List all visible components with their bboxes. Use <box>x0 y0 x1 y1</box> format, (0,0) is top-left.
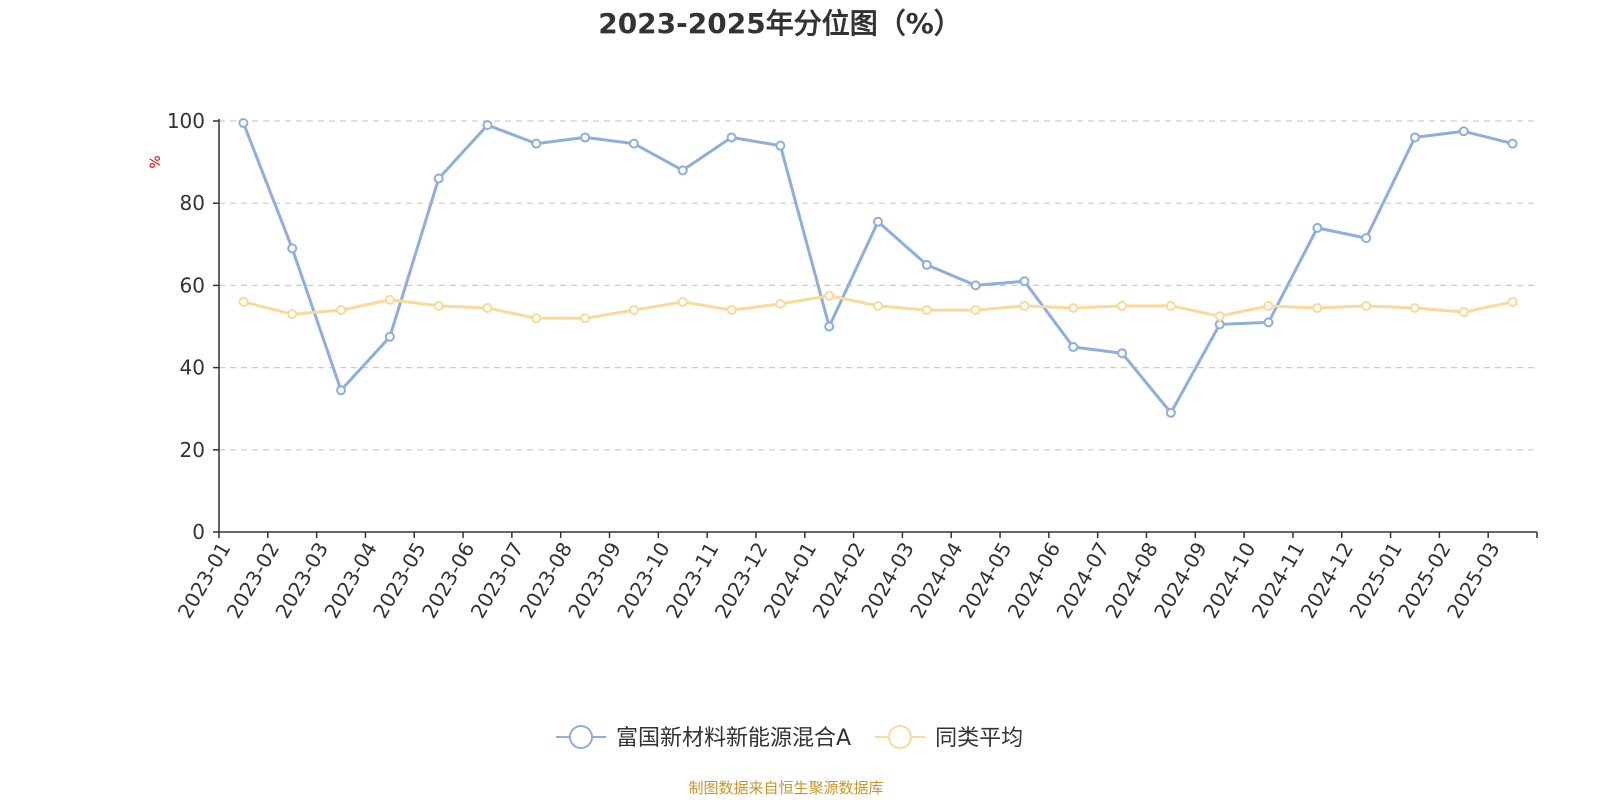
y-tick-label-60: 60 <box>180 273 205 297</box>
data-point-1-2025-01[interactable] <box>1409 132 1420 143</box>
legend-circle-icon <box>569 725 593 749</box>
data-point-2-2024-12[interactable] <box>1361 300 1372 311</box>
data-point-2-2023-10[interactable] <box>677 296 688 307</box>
data-point-2-2023-04[interactable] <box>384 294 395 305</box>
y-axis-label: % <box>148 155 164 168</box>
data-point-2-2023-09[interactable] <box>628 305 639 316</box>
y-tick-label-80: 80 <box>180 191 205 215</box>
data-point-1-2024-04[interactable] <box>970 280 981 291</box>
data-point-1-2023-07[interactable] <box>531 138 542 149</box>
data-point-2-2025-01[interactable] <box>1409 303 1420 314</box>
legend-label-2: 同类平均 <box>935 726 1023 751</box>
data-point-1-2023-02[interactable] <box>287 243 298 254</box>
data-point-1-2024-09[interactable] <box>1214 319 1225 330</box>
series-line-1 <box>242 122 1513 415</box>
data-point-2-2024-04[interactable] <box>970 305 981 316</box>
data-point-2-2023-12[interactable] <box>775 298 786 309</box>
data-point-2-2024-08[interactable] <box>1165 300 1176 311</box>
legend-item-1[interactable]: 富国新材料新能源混合A <box>556 725 851 751</box>
data-point-1-2023-01[interactable] <box>238 118 249 129</box>
data-point-2-2024-11[interactable] <box>1312 303 1323 314</box>
data-point-1-2024-05[interactable] <box>1019 276 1030 287</box>
series-2 <box>238 290 1518 324</box>
axes <box>213 119 1538 538</box>
data-point-2-2023-11[interactable] <box>726 305 737 316</box>
data-point-1-2024-10[interactable] <box>1263 317 1274 328</box>
source-note: 制图数据来自恒生聚源数据库 <box>688 779 883 797</box>
data-point-2-2024-01[interactable] <box>824 290 835 301</box>
y-tick-label-20: 20 <box>180 438 205 462</box>
data-point-2-2023-01[interactable] <box>238 296 249 307</box>
y-tick-label-0: 0 <box>192 520 205 544</box>
data-point-2-2023-05[interactable] <box>433 300 444 311</box>
data-point-1-2024-02[interactable] <box>873 216 883 227</box>
data-point-1-2023-06[interactable] <box>482 120 493 131</box>
data-point-1-2023-09[interactable] <box>628 138 639 149</box>
data-point-1-2023-03[interactable] <box>336 385 347 396</box>
data-point-1-2025-02[interactable] <box>1458 126 1469 137</box>
data-point-2-2024-02[interactable] <box>873 300 883 311</box>
data-point-1-2024-12[interactable] <box>1361 233 1372 244</box>
series-group <box>238 118 1518 418</box>
data-point-2-2024-03[interactable] <box>921 305 932 316</box>
data-point-1-2024-03[interactable] <box>921 259 932 270</box>
data-point-1-2024-01[interactable] <box>824 321 835 332</box>
data-point-1-2025-03[interactable] <box>1507 138 1518 149</box>
data-point-1-2023-04[interactable] <box>384 331 395 342</box>
data-point-1-2023-05[interactable] <box>433 173 444 184</box>
y-tick-labels: 0 20 40 60 80 100 <box>167 109 205 544</box>
data-point-2-2023-08[interactable] <box>580 313 591 324</box>
data-point-2-2025-03[interactable] <box>1507 296 1518 307</box>
x-tick-labels: 2023-012023-022023-032023-042023-052023-… <box>173 538 1505 622</box>
data-point-1-2024-11[interactable] <box>1312 222 1323 233</box>
data-point-2-2023-03[interactable] <box>336 305 347 316</box>
data-point-1-2023-08[interactable] <box>580 132 591 143</box>
data-point-2-2024-06[interactable] <box>1068 303 1079 314</box>
data-point-2-2024-07[interactable] <box>1117 300 1128 311</box>
data-point-1-2023-11[interactable] <box>726 132 737 143</box>
data-point-1-2024-07[interactable] <box>1117 348 1128 359</box>
legend-item-2[interactable]: 同类平均 <box>875 725 1023 751</box>
legend[interactable]: 富国新材料新能源混合A 同类平均 <box>556 725 1023 751</box>
data-point-2-2024-09[interactable] <box>1214 311 1225 322</box>
legend-label-1: 富国新材料新能源混合A <box>616 726 851 751</box>
series-1 <box>238 118 1518 418</box>
data-point-1-2023-10[interactable] <box>677 165 688 176</box>
y-tick-label-100: 100 <box>167 109 205 133</box>
data-point-1-2024-06[interactable] <box>1068 342 1079 353</box>
data-point-2-2025-02[interactable] <box>1458 307 1469 318</box>
data-point-1-2023-12[interactable] <box>775 140 786 151</box>
grid-lines <box>219 120 1537 451</box>
y-tick-label-40: 40 <box>180 356 205 380</box>
legend-circle-icon <box>888 725 913 749</box>
data-point-2-2024-10[interactable] <box>1263 300 1274 311</box>
chart-title: 2023-2025年分位图（%） <box>598 7 962 40</box>
data-point-2-2024-05[interactable] <box>1019 300 1030 311</box>
data-point-2-2023-07[interactable] <box>531 313 542 324</box>
data-point-2-2023-02[interactable] <box>287 309 298 320</box>
data-point-1-2024-08[interactable] <box>1165 407 1176 418</box>
data-point-2-2023-06[interactable] <box>482 303 493 314</box>
